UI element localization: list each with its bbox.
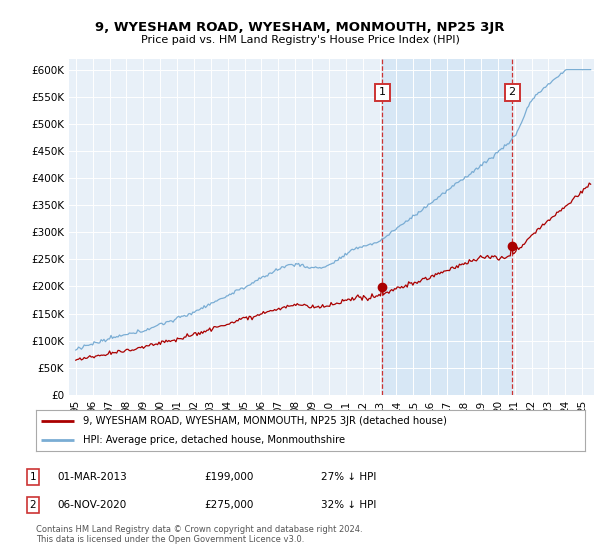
Text: 1: 1	[379, 87, 386, 97]
Text: Price paid vs. HM Land Registry's House Price Index (HPI): Price paid vs. HM Land Registry's House …	[140, 35, 460, 45]
Text: 9, WYESHAM ROAD, WYESHAM, MONMOUTH, NP25 3JR (detached house): 9, WYESHAM ROAD, WYESHAM, MONMOUTH, NP25…	[83, 417, 446, 426]
Text: HPI: Average price, detached house, Monmouthshire: HPI: Average price, detached house, Monm…	[83, 435, 345, 445]
Text: Contains HM Land Registry data © Crown copyright and database right 2024.
This d: Contains HM Land Registry data © Crown c…	[36, 525, 362, 544]
Text: 01-MAR-2013: 01-MAR-2013	[57, 472, 127, 482]
Bar	[382, 59, 512, 395]
Text: 06-NOV-2020: 06-NOV-2020	[57, 500, 126, 510]
Text: 27% ↓ HPI: 27% ↓ HPI	[321, 472, 376, 482]
Text: 9, WYESHAM ROAD, WYESHAM, MONMOUTH, NP25 3JR: 9, WYESHAM ROAD, WYESHAM, MONMOUTH, NP25…	[95, 21, 505, 34]
Text: 1: 1	[29, 472, 37, 482]
Text: 2: 2	[29, 500, 37, 510]
Text: £275,000: £275,000	[204, 500, 253, 510]
Text: £199,000: £199,000	[204, 472, 253, 482]
Text: 2: 2	[509, 87, 515, 97]
Text: 32% ↓ HPI: 32% ↓ HPI	[321, 500, 376, 510]
